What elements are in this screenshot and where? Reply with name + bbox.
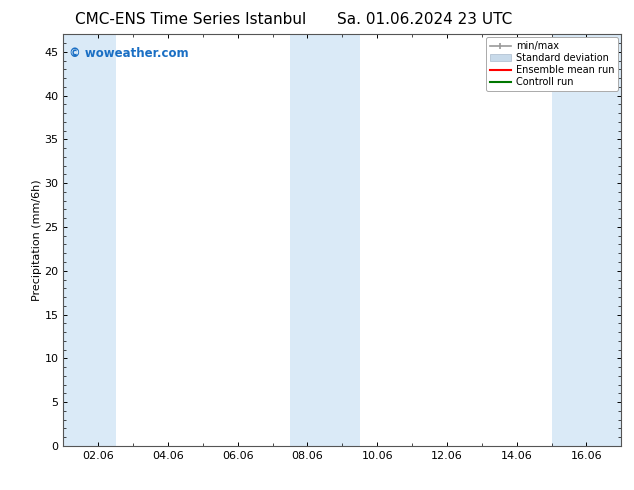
- Y-axis label: Precipitation (mm/6h): Precipitation (mm/6h): [32, 179, 42, 301]
- Text: © woweather.com: © woweather.com: [69, 47, 188, 60]
- Text: CMC-ENS Time Series Istanbul: CMC-ENS Time Series Istanbul: [75, 12, 306, 27]
- Bar: [290, 34, 360, 446]
- Legend: min/max, Standard deviation, Ensemble mean run, Controll run: min/max, Standard deviation, Ensemble me…: [486, 37, 618, 91]
- Bar: [552, 34, 621, 446]
- Bar: [63, 34, 115, 446]
- Text: Sa. 01.06.2024 23 UTC: Sa. 01.06.2024 23 UTC: [337, 12, 512, 27]
